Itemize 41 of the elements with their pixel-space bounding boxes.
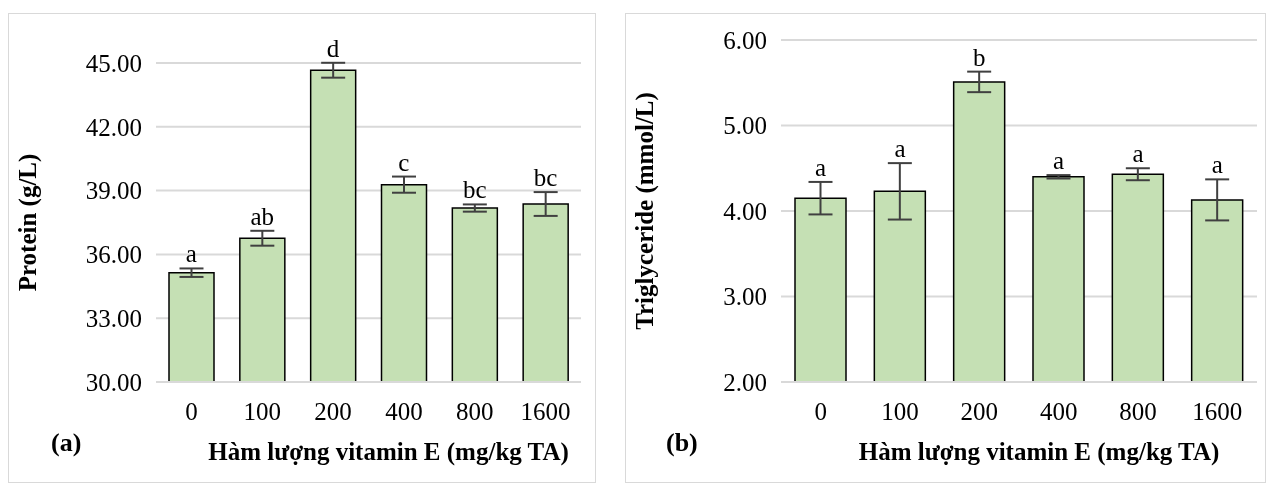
x-tick-label: 1600 bbox=[1192, 397, 1243, 425]
x-axis-title: Hàm lượng vitamin E (mg/kg TA) bbox=[208, 438, 569, 466]
y-axis-title: Protein (g/L) bbox=[13, 153, 42, 292]
y-axis-title: Triglyceride (mmol/L) bbox=[630, 92, 659, 330]
x-tick-label: 400 bbox=[385, 397, 423, 425]
x-tick-label: 800 bbox=[1119, 397, 1157, 425]
y-tick-label: 42.00 bbox=[85, 113, 142, 141]
y-tick-label: 36.00 bbox=[85, 241, 142, 269]
y-tick-label: 33.00 bbox=[85, 305, 142, 333]
x-axis-title: Hàm lượng vitamin E (mg/kg TA) bbox=[858, 438, 1220, 466]
text: (a) bbox=[51, 428, 82, 458]
x-tick-label: 200 bbox=[960, 397, 999, 425]
annotation: bc bbox=[533, 164, 558, 192]
y-tick-label: 3.00 bbox=[723, 283, 767, 311]
x-tick-label: 200 bbox=[314, 397, 352, 425]
y-tick-label: 45.00 bbox=[85, 49, 142, 77]
annotation: b bbox=[973, 43, 986, 71]
x-tick-label: 100 bbox=[881, 397, 919, 425]
annotation: a bbox=[1132, 140, 1144, 168]
annotation: a bbox=[185, 240, 197, 268]
annotation: c bbox=[398, 148, 410, 176]
annotation: a bbox=[894, 135, 906, 163]
y-tick-label: 4.00 bbox=[723, 197, 767, 225]
annotation: a bbox=[815, 153, 827, 181]
annotation: ab bbox=[250, 202, 275, 230]
y-tick-label: 6.00 bbox=[723, 26, 767, 54]
text: (b) bbox=[666, 428, 698, 458]
x-tick-label: 0 bbox=[185, 397, 198, 425]
x-tick-label: 800 bbox=[456, 397, 494, 425]
x-tick-label: 0 bbox=[814, 397, 827, 425]
x-tick-label: 100 bbox=[243, 397, 281, 425]
annotation: bc bbox=[462, 176, 487, 204]
y-tick-label: 30.00 bbox=[85, 368, 142, 396]
y-tick-label: 39.00 bbox=[85, 177, 142, 205]
x-tick-label: 400 bbox=[1039, 397, 1078, 425]
annotation: a bbox=[1053, 147, 1065, 175]
y-tick-label: 5.00 bbox=[723, 112, 767, 140]
annotation: d bbox=[326, 34, 340, 62]
y-tick-label: 2.00 bbox=[723, 368, 767, 396]
x-tick-label: 1600 bbox=[520, 397, 571, 425]
annotation: a bbox=[1211, 151, 1223, 179]
